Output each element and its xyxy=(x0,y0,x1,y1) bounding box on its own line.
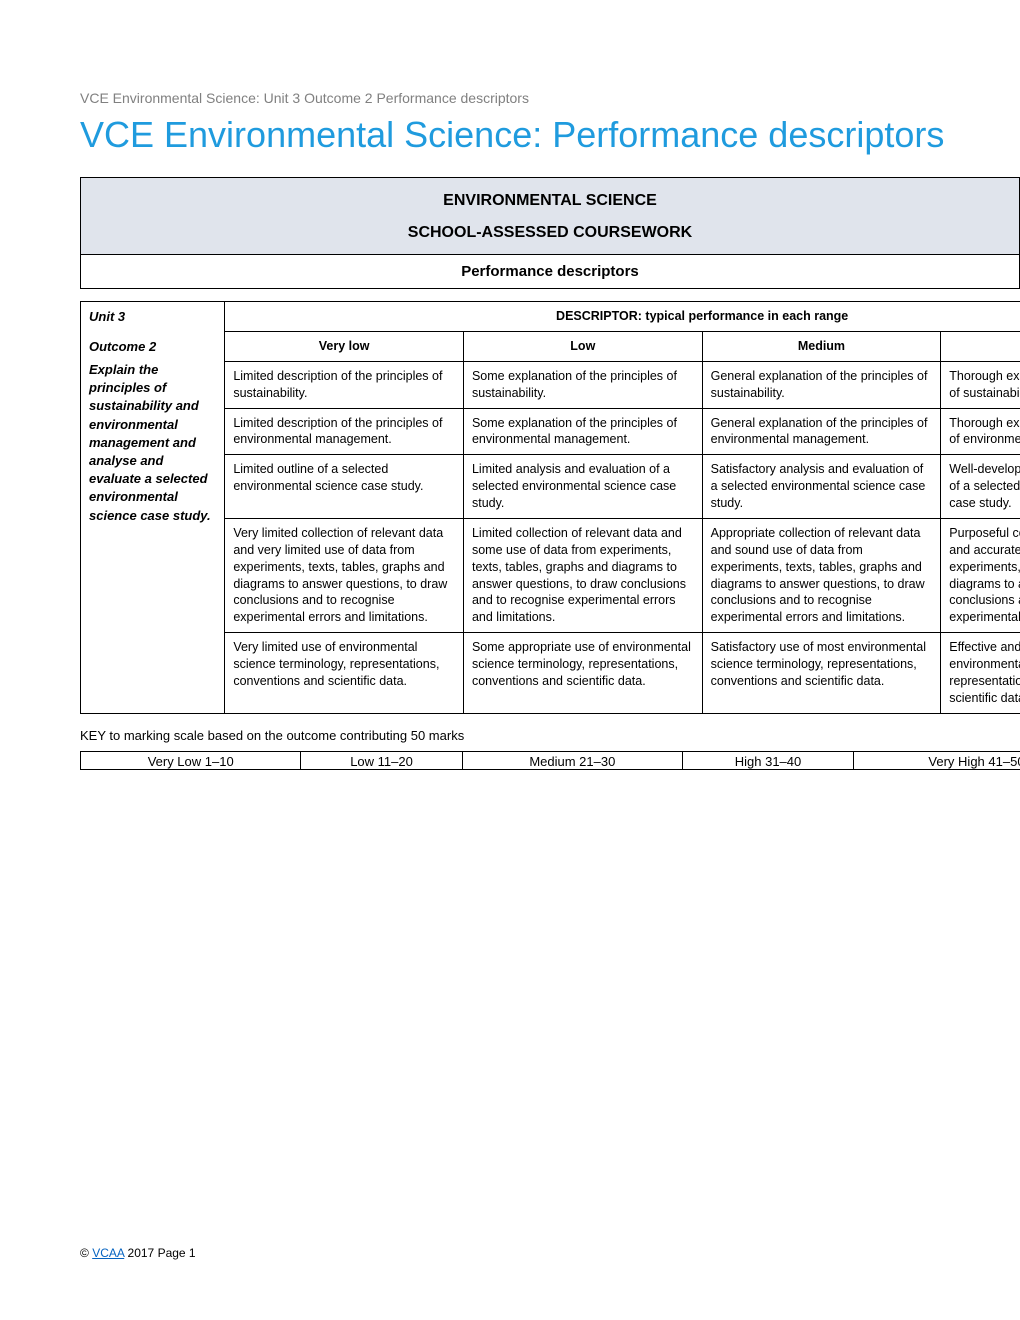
header-box: ENVIRONMENTAL SCIENCE SCHOOL-ASSESSED CO… xyxy=(80,177,1020,254)
cell: Limited collection of relevant data and … xyxy=(463,518,702,632)
subheader: Performance descriptors xyxy=(80,254,1020,289)
cell: Well-developed analysis and evaluation o… xyxy=(941,455,1020,519)
scale-cell: Very High 41–50 xyxy=(853,751,1020,769)
cell: Very limited collection of relevant data… xyxy=(225,518,464,632)
header-subject: ENVIRONMENTAL SCIENCE xyxy=(81,192,1019,210)
cell: Satisfactory use of most environmental s… xyxy=(702,633,941,714)
cell: General explanation of the principles of… xyxy=(702,361,941,408)
cell: Purposeful collection of relevant data a… xyxy=(941,518,1020,632)
cell: Some explanation of the principles of en… xyxy=(463,408,702,455)
key-text: KEY to marking scale based on the outcom… xyxy=(80,728,1020,743)
page-title: VCE Environmental Science: Performance d… xyxy=(80,112,1020,157)
col-header-low: Low xyxy=(463,331,702,361)
scale-cell: High 31–40 xyxy=(683,751,854,769)
unit-label: Unit 3 xyxy=(89,308,216,326)
scale-cell: Medium 21–30 xyxy=(462,751,682,769)
outcome-cell: Unit 3 Outcome 2 Explain the principles … xyxy=(81,302,225,714)
footer: © VCAA 2017 Page 1 xyxy=(80,1246,196,1260)
vcaa-link[interactable]: VCAA xyxy=(92,1246,124,1260)
header-coursework: SCHOOL-ASSESSED COURSEWORK xyxy=(81,224,1019,242)
cell: Some explanation of the principles of su… xyxy=(463,361,702,408)
scale-cell: Low 11–20 xyxy=(301,751,462,769)
cell: Some appropriate use of environmental sc… xyxy=(463,633,702,714)
descriptors-table: Unit 3 Outcome 2 Explain the principles … xyxy=(80,301,1020,714)
scale-table: Very Low 1–10 Low 11–20 Medium 21–30 Hig… xyxy=(80,751,1020,770)
cell: Limited description of the principles of… xyxy=(225,408,464,455)
col-header-high: High xyxy=(941,331,1020,361)
footer-year-page: 2017 Page 1 xyxy=(124,1246,195,1260)
outcome-description: Explain the principles of sustainability… xyxy=(89,362,211,523)
cell: Effective and appropriate use of environ… xyxy=(941,633,1020,714)
breadcrumb: VCE Environmental Science: Unit 3 Outcom… xyxy=(80,90,1020,106)
cell: Satisfactory analysis and evaluation of … xyxy=(702,455,941,519)
copyright-symbol: © xyxy=(80,1246,89,1260)
descriptor-range-header: DESCRIPTOR: typical performance in each … xyxy=(225,302,1020,332)
cell: Appropriate collection of relevant data … xyxy=(702,518,941,632)
scale-cell: Very Low 1–10 xyxy=(81,751,301,769)
cell: Thorough explanation of the principles o… xyxy=(941,408,1020,455)
cell: Limited analysis and evaluation of a sel… xyxy=(463,455,702,519)
col-header-verylow: Very low xyxy=(225,331,464,361)
cell: Limited outline of a selected environmen… xyxy=(225,455,464,519)
outcome-label: Outcome 2 xyxy=(89,338,216,356)
cell: Very limited use of environmental scienc… xyxy=(225,633,464,714)
cell: General explanation of the principles of… xyxy=(702,408,941,455)
cell: Limited description of the principles of… xyxy=(225,361,464,408)
cell: Thorough explanation of the principles o… xyxy=(941,361,1020,408)
col-header-medium: Medium xyxy=(702,331,941,361)
